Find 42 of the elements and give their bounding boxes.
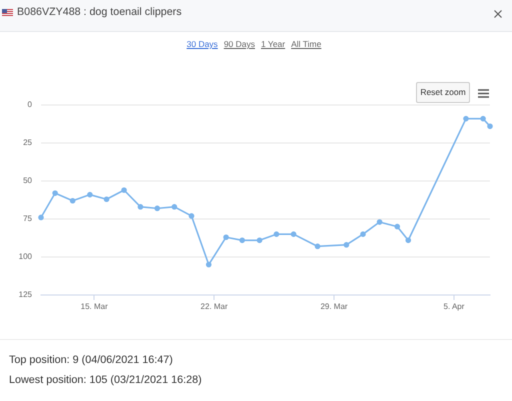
x-tick-label: 15. Mar: [80, 302, 108, 312]
point: [463, 116, 469, 122]
point: [239, 237, 245, 244]
x-tick-label: 22. Mar: [200, 302, 228, 312]
point: [223, 234, 229, 240]
point: [138, 204, 144, 210]
point: [290, 231, 296, 237]
point: [376, 219, 382, 225]
point: [87, 192, 93, 198]
point: [52, 190, 58, 196]
point: [256, 237, 262, 244]
text: 90 Days: [224, 38, 255, 50]
text: All Time: [291, 38, 322, 50]
text: Top position: 9 (04/06/2021 16:47): [9, 353, 173, 367]
text: 30 Days: [186, 38, 218, 50]
text: Lowest position: 105 (03/21/2021 16:28): [9, 373, 202, 387]
y-tick-label: 50: [23, 176, 33, 186]
point: [314, 244, 320, 250]
x-tick-label: 29. Mar: [320, 302, 348, 312]
text: 1 Year: [261, 38, 286, 50]
y-tick-label: 100: [18, 252, 33, 262]
point: [154, 206, 160, 212]
point: [172, 204, 178, 210]
point: [188, 213, 194, 219]
x-tick-label: 5. Apr: [444, 302, 465, 312]
point: [274, 231, 280, 237]
point: [344, 242, 350, 248]
chart-title: B086VZY488 : dog toenail clippers: [17, 6, 182, 19]
point: [104, 196, 110, 202]
y-tick-label: 0: [28, 100, 33, 110]
point: [487, 123, 493, 130]
point: [360, 231, 366, 237]
point: [70, 198, 76, 204]
point: [121, 187, 127, 193]
y-tick-label: 75: [23, 214, 33, 224]
y-tick-label: 125: [18, 290, 33, 300]
point: [394, 224, 400, 230]
point: [206, 262, 212, 268]
y-tick-label: 25: [23, 138, 33, 148]
point: [480, 116, 486, 122]
point: [38, 214, 44, 220]
point: [405, 237, 412, 244]
